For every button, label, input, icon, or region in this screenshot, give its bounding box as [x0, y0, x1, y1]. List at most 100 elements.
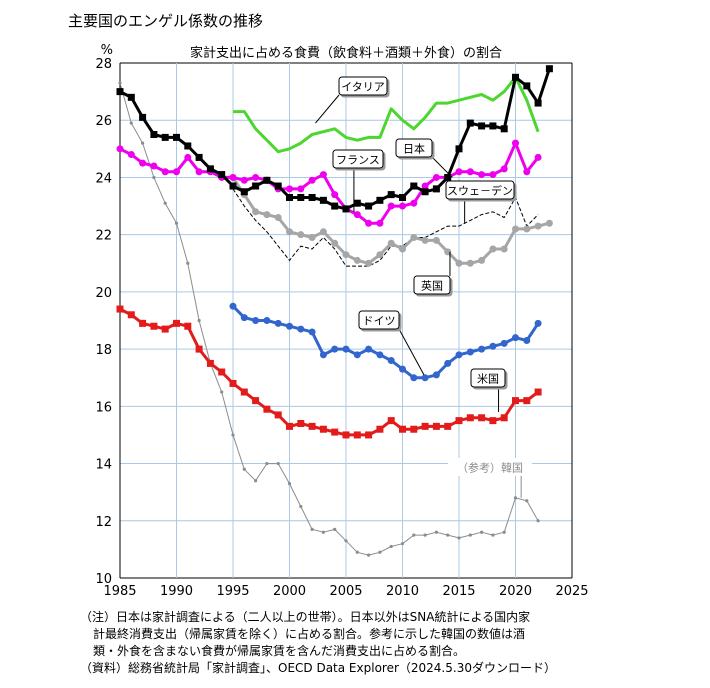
- callout-box: [395, 138, 433, 158]
- y-axis-unit-label: %: [101, 43, 113, 58]
- data-point: [184, 322, 192, 330]
- data-point: [229, 173, 237, 181]
- data-point: [399, 245, 406, 253]
- data-point: [421, 422, 429, 430]
- data-point: [242, 467, 246, 471]
- data-point: [466, 168, 474, 176]
- data-point: [116, 88, 124, 96]
- series-米国: [116, 305, 542, 439]
- data-point: [240, 176, 248, 184]
- data-point: [263, 405, 271, 413]
- data-point: [387, 417, 395, 425]
- data-point: [286, 185, 293, 193]
- data-point: [161, 133, 169, 141]
- data-point: [229, 302, 237, 310]
- data-point: [197, 318, 201, 323]
- data-point: [478, 345, 486, 353]
- data-point: [274, 411, 282, 419]
- data-point: [365, 219, 373, 227]
- data-point: [432, 173, 440, 181]
- data-point: [353, 431, 361, 439]
- notes: （注）日本は家計調査による（二人以上の世帯）。日本以外はSNA統計による国内家 …: [80, 609, 690, 677]
- data-point: [489, 245, 497, 253]
- data-point: [353, 256, 361, 264]
- data-point: [455, 417, 463, 425]
- data-point: [321, 530, 325, 534]
- data-point: [376, 219, 384, 227]
- data-point: [353, 211, 361, 219]
- data-point: [139, 113, 147, 121]
- data-point: [127, 311, 135, 319]
- data-point: [274, 319, 282, 327]
- data-point: [410, 425, 418, 433]
- series-日本: [116, 65, 553, 213]
- data-point: [263, 317, 271, 324]
- series-スウェーデン: [232, 188, 539, 267]
- series-label: 英国: [421, 279, 443, 293]
- data-point: [399, 425, 406, 433]
- data-point: [161, 168, 169, 176]
- data-point: [319, 228, 327, 236]
- data-point: [344, 539, 348, 543]
- data-point: [412, 533, 416, 537]
- data-point: [252, 182, 260, 190]
- series-line: [119, 82, 539, 556]
- x-tick-label: 1985: [103, 584, 136, 599]
- data-point: [455, 145, 463, 153]
- data-point: [512, 139, 519, 147]
- data-point: [387, 357, 395, 365]
- data-point: [455, 351, 463, 359]
- data-point: [186, 261, 190, 265]
- data-point: [502, 530, 506, 534]
- data-point: [342, 251, 350, 259]
- data-point: [534, 99, 542, 107]
- data-point: [491, 533, 495, 537]
- data-point: [276, 461, 280, 466]
- data-point: [331, 191, 339, 199]
- data-point: [129, 121, 133, 125]
- data-point: [376, 251, 384, 259]
- series-label: 米国: [477, 373, 499, 386]
- y-tick-label: 22: [95, 229, 112, 244]
- data-point: [118, 81, 122, 85]
- data-point: [466, 259, 474, 267]
- series-label: ドイツ: [363, 315, 396, 328]
- y-axis-ticks: 10 12 14 16 18 20 22 24 26 28: [95, 57, 112, 587]
- data-point: [286, 228, 293, 236]
- data-point: [308, 328, 316, 336]
- data-point: [525, 499, 529, 503]
- data-point: [299, 504, 303, 509]
- data-point: [489, 122, 497, 130]
- data-point: [220, 390, 224, 394]
- x-tick-label: 2025: [555, 584, 588, 599]
- data-point: [310, 527, 314, 531]
- callout-leader: [431, 156, 453, 178]
- data-point: [523, 82, 531, 90]
- data-point: [139, 319, 147, 327]
- data-point: [523, 337, 531, 345]
- series-label: 日本: [403, 142, 425, 156]
- data-point: [286, 422, 293, 430]
- data-point: [218, 171, 226, 179]
- callout-米国: 米国: [470, 368, 506, 413]
- data-point: [455, 168, 463, 176]
- data-point: [534, 153, 542, 161]
- data-point: [478, 122, 486, 130]
- data-point: [240, 314, 248, 322]
- data-point: [342, 345, 350, 353]
- data-point: [184, 153, 192, 161]
- data-point: [308, 193, 316, 201]
- data-point: [184, 142, 192, 150]
- data-point: [399, 202, 406, 210]
- series-label: フランス: [336, 154, 380, 167]
- data-point: [286, 193, 293, 201]
- data-point: [513, 496, 518, 500]
- data-point: [512, 73, 519, 81]
- data-point: [421, 236, 429, 244]
- data-point: [297, 193, 305, 201]
- data-point: [342, 431, 350, 439]
- data-point: [331, 202, 339, 210]
- data-point: [376, 425, 384, 433]
- callout-box: [338, 76, 388, 96]
